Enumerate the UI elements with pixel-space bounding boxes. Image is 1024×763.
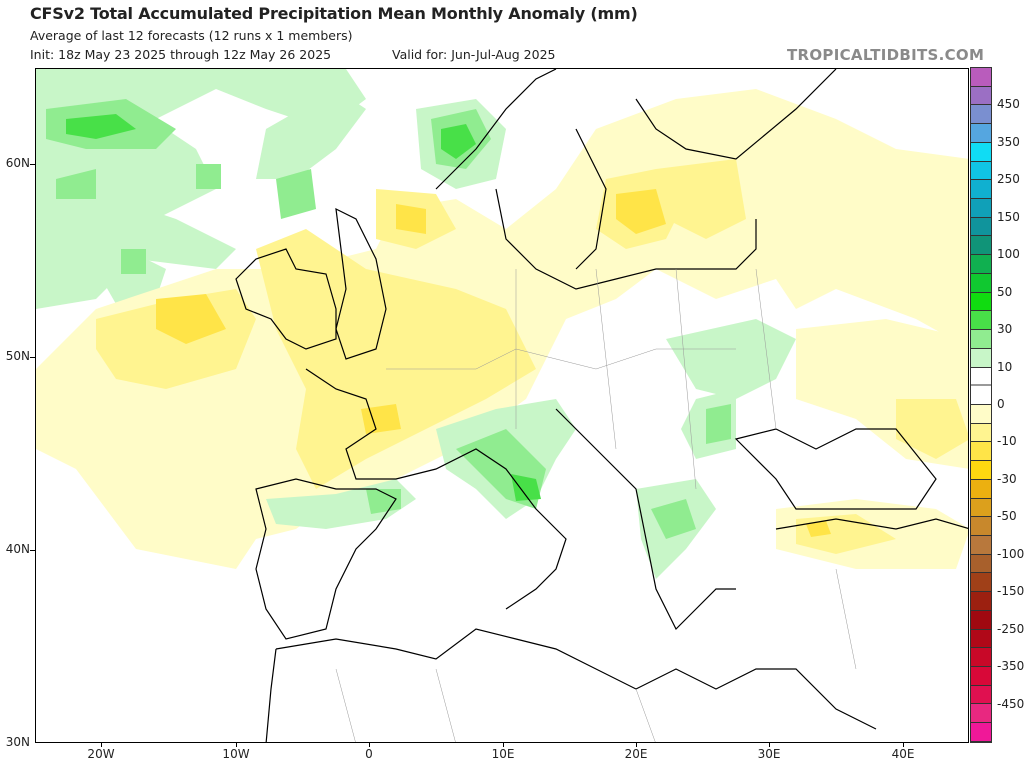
lat-label-60n: 60N	[5, 156, 30, 170]
colorbar-swatch	[971, 161, 991, 181]
colorbar-swatch	[971, 610, 991, 630]
colorbar-swatch	[971, 442, 991, 462]
colorbar-swatch	[971, 554, 991, 574]
colorbar-label: 10	[997, 359, 1013, 374]
lat-label-50n: 50N	[5, 349, 30, 363]
lon-tick	[769, 743, 770, 747]
colorbar-swatch	[971, 573, 991, 593]
colorbar-label: 250	[997, 172, 1020, 187]
colorbar-label: -50	[997, 509, 1017, 524]
lon-tick	[236, 743, 237, 747]
colorbar-label: 30	[997, 322, 1013, 337]
colorbar-swatch	[971, 517, 991, 536]
colorbar-swatch	[971, 330, 991, 349]
lon-tick	[903, 743, 904, 747]
lat-tick	[30, 164, 35, 165]
colorbar-swatch	[971, 535, 991, 555]
colorbar-swatch	[971, 704, 991, 724]
lon-tick	[101, 743, 102, 747]
colorbar-swatch	[971, 423, 991, 443]
lon-label-10w: 10W	[222, 747, 250, 761]
colorbar-swatch	[971, 105, 991, 125]
colorbar-swatch	[971, 667, 991, 686]
brand-watermark: TROPICALTIDBITS.COM	[787, 46, 985, 64]
colorbar-label: -350	[997, 659, 1024, 674]
lon-label-20e: 20E	[624, 747, 648, 761]
lon-label-40e: 40E	[891, 747, 915, 761]
colorbar-label: -10	[997, 434, 1017, 449]
lon-label-10e: 10E	[491, 747, 515, 761]
colorbar-swatch	[971, 86, 991, 106]
colorbar-swatch	[971, 367, 991, 387]
init-time: Init: 18z May 23 2025 through 12z May 26…	[30, 47, 332, 62]
colorbar-swatch	[971, 723, 991, 742]
colorbar-swatch	[971, 236, 991, 256]
colorbar-swatch	[971, 629, 991, 649]
colorbar-swatch	[971, 685, 991, 705]
colorbar-label: -100	[997, 546, 1024, 561]
anomaly-field	[36, 69, 968, 742]
lon-label-0: 0	[365, 747, 373, 761]
colorbar-label: 0	[997, 397, 1005, 411]
colorbar-label: -30	[997, 471, 1017, 486]
colorbar-swatch	[971, 479, 991, 499]
lat-tick	[30, 357, 35, 358]
colorbar-swatch	[971, 199, 991, 218]
colorbar-swatch	[971, 404, 991, 424]
colorbar-swatch	[971, 311, 991, 331]
map-panel	[35, 68, 969, 743]
lon-tick	[369, 743, 370, 747]
colorbar-swatch	[971, 498, 991, 518]
lon-tick	[503, 743, 504, 747]
lat-tick	[30, 550, 35, 551]
colorbar-label: -450	[997, 696, 1024, 711]
colorbar-label: 350	[997, 134, 1020, 149]
colorbar-swatch	[971, 273, 991, 293]
lon-label-20w: 20W	[87, 747, 115, 761]
lat-label-30n: 30N	[5, 735, 30, 749]
lon-tick	[636, 743, 637, 747]
colorbar-swatch	[971, 180, 991, 200]
colorbar-swatch	[971, 124, 991, 143]
colorbar-swatch	[971, 68, 991, 87]
colorbar-swatch	[971, 292, 991, 312]
valid-period: Valid for: Jun-Jul-Aug 2025	[392, 47, 556, 62]
colorbar-swatch	[971, 461, 991, 480]
colorbar-swatch	[971, 348, 991, 368]
colorbar-swatch	[971, 592, 991, 611]
colorbar-label: 100	[997, 247, 1020, 262]
chart-subtitle: Average of last 12 forecasts (12 runs x …	[30, 28, 353, 43]
colorbar-label: 150	[997, 209, 1020, 224]
lon-label-30e: 30E	[757, 747, 781, 761]
colorbar-swatch	[971, 142, 991, 162]
lat-label-40n: 40N	[5, 542, 30, 556]
colorbar-label: -250	[997, 621, 1024, 636]
colorbar-swatch	[971, 217, 991, 237]
colorbar	[970, 67, 992, 743]
colorbar-label: 50	[997, 284, 1013, 299]
colorbar-swatch	[971, 648, 991, 667]
colorbar-label: 450	[997, 97, 1020, 112]
colorbar-swatch	[971, 386, 991, 405]
chart-title: CFSv2 Total Accumulated Precipitation Me…	[30, 4, 638, 23]
colorbar-label: -150	[997, 584, 1024, 599]
colorbar-swatch	[971, 255, 991, 274]
